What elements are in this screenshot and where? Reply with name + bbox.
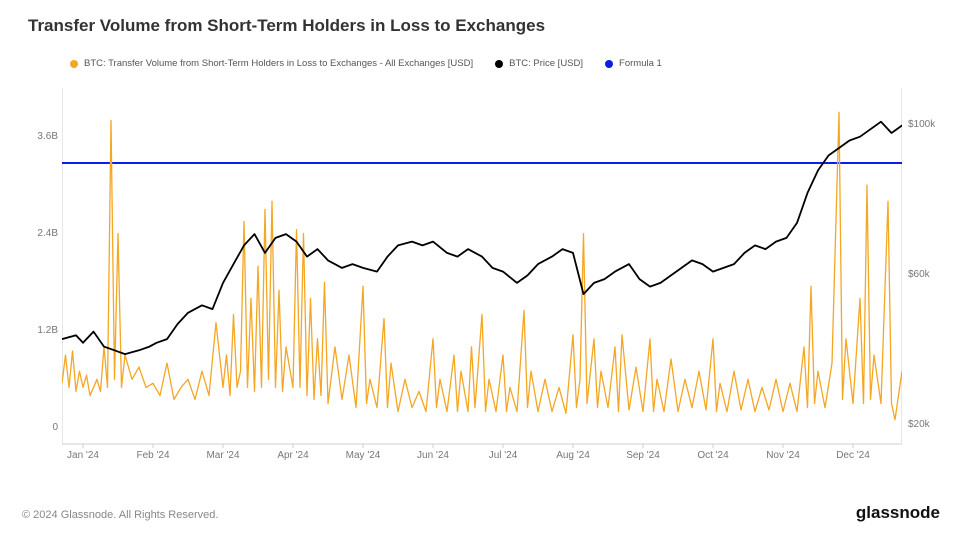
x-tick: Nov '24: [766, 450, 800, 461]
y-left-tick: 3.6B: [18, 131, 58, 142]
chart-title: Transfer Volume from Short-Term Holders …: [28, 16, 545, 36]
x-tick: Sep '24: [626, 450, 660, 461]
x-tick: Feb '24: [136, 450, 169, 461]
y-right-tick: $20k: [908, 419, 948, 430]
legend-item-volume: BTC: Transfer Volume from Short-Term Hol…: [70, 58, 473, 69]
y-left-tick: 1.2B: [18, 325, 58, 336]
y-left-tick: 2.4B: [18, 228, 58, 239]
legend-swatch-formula: [605, 60, 613, 68]
legend-swatch-volume: [70, 60, 78, 68]
legend-item-formula: Formula 1: [605, 58, 662, 69]
x-tick: Mar '24: [206, 450, 239, 461]
y-right-tick: $60k: [908, 269, 948, 280]
x-tick: Aug '24: [556, 450, 590, 461]
x-tick: Apr '24: [277, 450, 308, 461]
x-tick: Dec '24: [836, 450, 870, 461]
legend-label-formula: Formula 1: [619, 58, 662, 69]
x-tick: Oct '24: [697, 450, 728, 461]
x-tick: May '24: [346, 450, 381, 461]
legend-swatch-price: [495, 60, 503, 68]
legend-label-volume: BTC: Transfer Volume from Short-Term Hol…: [84, 58, 473, 69]
legend-item-price: BTC: Price [USD]: [495, 58, 583, 69]
y-right-tick: $100k: [908, 119, 948, 130]
brand-logo: glassnode: [856, 503, 940, 523]
copyright-text: © 2024 Glassnode. All Rights Reserved.: [22, 509, 218, 521]
legend-label-price: BTC: Price [USD]: [509, 58, 583, 69]
x-tick: Jun '24: [417, 450, 449, 461]
page-root: Transfer Volume from Short-Term Holders …: [0, 0, 966, 535]
chart-area: [62, 88, 902, 468]
y-left-tick: 0: [18, 422, 58, 433]
x-tick: Jan '24: [67, 450, 99, 461]
x-tick: Jul '24: [489, 450, 518, 461]
chart-legend: BTC: Transfer Volume from Short-Term Hol…: [70, 58, 662, 69]
chart-svg: [62, 88, 902, 468]
